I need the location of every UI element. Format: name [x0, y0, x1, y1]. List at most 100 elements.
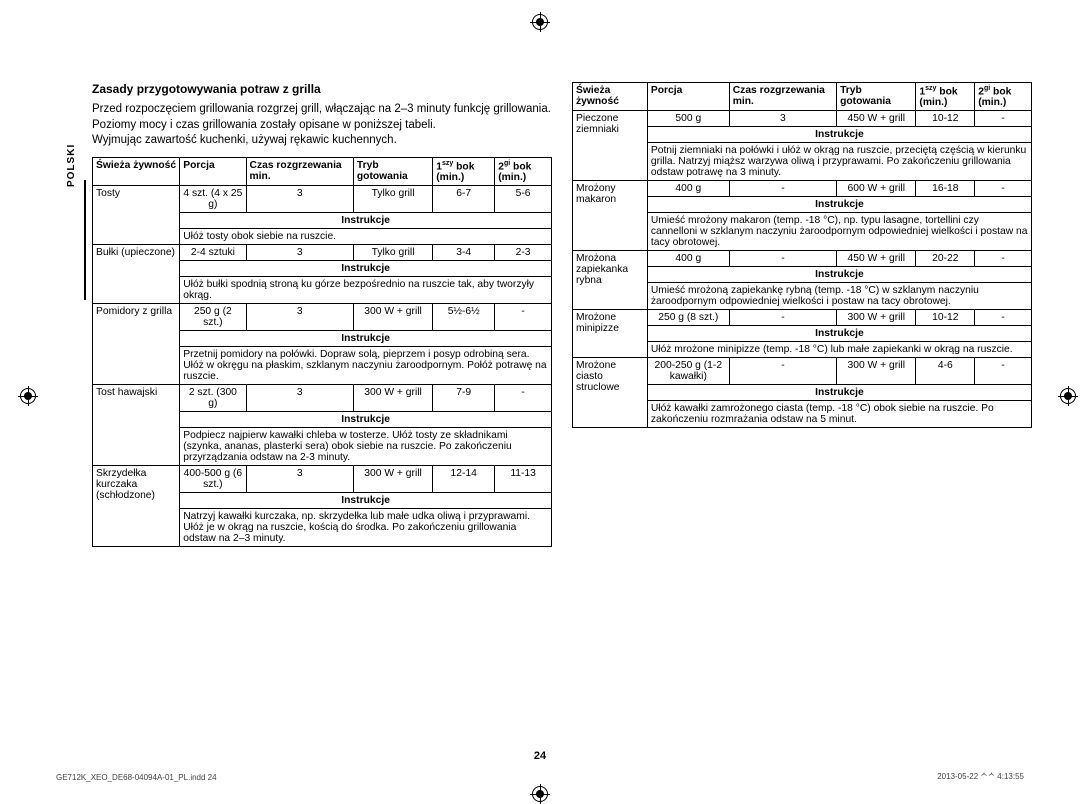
cell-inst-wrap: InstrukcjeUmieść mrożoną zapiekankę rybn…	[647, 267, 1031, 310]
cell-inst-wrap: InstrukcjeUłóż mrożone minipizze (temp. …	[647, 326, 1031, 358]
footer-timestamp: 2013-05-22 ᄉᄉ 4:13:55	[937, 771, 1024, 782]
cell-mode: Tylko grill	[353, 185, 432, 212]
th-food: Świeża żywność	[573, 83, 648, 111]
section-title: Zasady przygotowywania potraw z grilla	[92, 82, 552, 96]
language-tab: POLSKI	[66, 144, 77, 187]
table-row: Mrożone ciasto struclowe200-250 g (1-2 k…	[573, 358, 1032, 385]
cell-mode: 300 W + grill	[837, 358, 916, 385]
th-preheat: Czas rozgrzewania min.	[246, 157, 353, 185]
table-row: Tosty4 szt. (4 x 25 g)3Tylko grill6-75-6	[93, 185, 552, 212]
cell-preheat: -	[729, 251, 836, 267]
cell-inst-wrap: InstrukcjeUmieść mrożony makaron (temp. …	[647, 197, 1031, 251]
cell-inst-wrap: InstrukcjeUłóż kawałki zamrożonego ciast…	[647, 385, 1031, 428]
grill-table-right: Świeża żywność Porcja Czas rozgrzewania …	[572, 82, 1032, 428]
th-food: Świeża żywność	[93, 157, 180, 185]
cell-inst-wrap: InstrukcjePotnij ziemniaki na połówki i …	[647, 127, 1031, 181]
cell-inst-text: Ułóż mrożone minipizze (temp. -18 °C) lu…	[648, 342, 1031, 358]
cell-s2: -	[975, 181, 1032, 197]
cell-mode: 450 W + grill	[837, 251, 916, 267]
cell-inst-text: Przetnij pomidory na połówki. Dopraw sol…	[180, 346, 551, 384]
cell-inst-text: Umieść mrożoną zapiekankę rybną (temp. -…	[648, 283, 1031, 310]
cell-inst-label: Instrukcje	[648, 197, 1031, 213]
cell-inst-label: Instrukcje	[648, 127, 1031, 143]
cell-inst-wrap: InstrukcjePodpiecz najpierw kawałki chle…	[180, 411, 552, 465]
cell-s1: 3-4	[433, 244, 495, 260]
cell-mode: 450 W + grill	[837, 111, 916, 127]
table-row: Mrożona zapiekanka rybna400 g-450 W + gr…	[573, 251, 1032, 267]
cell-s2: -	[975, 251, 1032, 267]
lang-tab-bar	[84, 180, 86, 300]
cell-preheat: -	[729, 310, 836, 326]
cell-preheat: -	[729, 358, 836, 385]
cell-preheat: 3	[246, 303, 353, 330]
cell-s1: 10-12	[916, 111, 975, 127]
cell-food: Mrożone minipizze	[573, 310, 648, 358]
intro-line: Poziomy mocy i czas grillowania zostały …	[92, 118, 552, 134]
grill-table-left: Świeża żywność Porcja Czas rozgrzewania …	[92, 157, 552, 547]
cell-food: Mrożony makaron	[573, 181, 648, 251]
cell-s1: 16-18	[916, 181, 975, 197]
cell-food: Skrzydełka kurczaka (schłodzone)	[93, 465, 180, 546]
right-column: Świeża żywność Porcja Czas rozgrzewania …	[572, 82, 1032, 547]
cell-inst-wrap: InstrukcjeUłóż bułki spodnią stroną ku g…	[180, 260, 552, 303]
table-row: Tost hawajski2 szt. (300 g)3300 W + gril…	[93, 384, 552, 411]
cell-s1: 6-7	[433, 185, 495, 212]
cell-s1: 20-22	[916, 251, 975, 267]
cell-mode: Tylko grill	[353, 244, 432, 260]
table-row: Pieczone ziemniaki500 g3450 W + grill10-…	[573, 111, 1032, 127]
cell-portion: 400 g	[647, 251, 729, 267]
cell-inst-text: Podpiecz najpierw kawałki chleba w toste…	[180, 427, 551, 465]
cell-inst-label: Instrukcje	[180, 493, 551, 509]
cell-inst-text: Natrzyj kawałki kurczaka, np. skrzydełka…	[180, 508, 551, 546]
table-row: Skrzydełka kurczaka (schłodzone)400-500 …	[93, 465, 552, 492]
cell-mode: 300 W + grill	[837, 310, 916, 326]
cell-s1: 12-14	[433, 465, 495, 492]
cell-inst-label: Instrukcje	[648, 267, 1031, 283]
th-side1: 1szy bok (min.)	[433, 157, 495, 185]
cell-portion: 400-500 g (6 szt.)	[180, 465, 246, 492]
table-row: Pomidory z grilla250 g (2 szt.)3300 W + …	[93, 303, 552, 330]
cell-s2: 2-3	[495, 244, 552, 260]
cell-s2: -	[975, 111, 1032, 127]
cell-inst-label: Instrukcje	[180, 213, 551, 229]
cell-inst-label: Instrukcje	[180, 261, 551, 277]
cell-food: Pomidory z grilla	[93, 303, 180, 384]
cell-inst-wrap: InstrukcjeNatrzyj kawałki kurczaka, np. …	[180, 492, 552, 546]
cell-portion: 500 g	[647, 111, 729, 127]
cell-inst-text: Ułóż bułki spodnią stroną ku górze bezpo…	[180, 276, 551, 303]
cell-s1: 7-9	[433, 384, 495, 411]
cell-s2: -	[975, 310, 1032, 326]
th-portion: Porcja	[180, 157, 246, 185]
th-side2: 2gi bok (min.)	[495, 157, 552, 185]
cell-food: Tost hawajski	[93, 384, 180, 465]
cell-inst-text: Umieść mrożony makaron (temp. -18 °C), n…	[648, 213, 1031, 251]
cell-preheat: 3	[246, 384, 353, 411]
intro-text: Przed rozpoczęciem grillowania rozgrzej …	[92, 102, 552, 149]
cell-food: Pieczone ziemniaki	[573, 111, 648, 181]
cell-food: Mrożona zapiekanka rybna	[573, 251, 648, 310]
cell-inst-text: Ułóż kawałki zamrożonego ciasta (temp. -…	[648, 401, 1031, 428]
table-row: Mrożony makaron400 g-600 W + grill16-18-	[573, 181, 1032, 197]
cell-portion: 4 szt. (4 x 25 g)	[180, 185, 246, 212]
cell-s1: 4-6	[916, 358, 975, 385]
cell-food: Mrożone ciasto struclowe	[573, 358, 648, 428]
cell-portion: 250 g (8 szt.)	[647, 310, 729, 326]
th-portion: Porcja	[647, 83, 729, 111]
cell-preheat: 3	[246, 185, 353, 212]
th-mode: Tryb gotowania	[837, 83, 916, 111]
cell-mode: 300 W + grill	[353, 465, 432, 492]
cell-portion: 200-250 g (1-2 kawałki)	[647, 358, 729, 385]
cell-inst-wrap: InstrukcjeUłóż tosty obok siebie na rusz…	[180, 212, 552, 244]
footer-filename: GE712K_XEO_DE68-04094A-01_PL.indd 24	[56, 773, 217, 782]
cell-preheat: 3	[729, 111, 836, 127]
cell-inst-label: Instrukcje	[180, 412, 551, 428]
cell-portion: 400 g	[647, 181, 729, 197]
cell-s1: 10-12	[916, 310, 975, 326]
cell-inst-wrap: InstrukcjePrzetnij pomidory na połówki. …	[180, 330, 552, 384]
cell-food: Bułki (upieczone)	[93, 244, 180, 303]
cell-portion: 250 g (2 szt.)	[180, 303, 246, 330]
cell-food: Tosty	[93, 185, 180, 244]
cell-inst-text: Potnij ziemniaki na połówki i ułóż w okr…	[648, 143, 1031, 181]
cell-mode: 300 W + grill	[353, 303, 432, 330]
intro-line: Wyjmując zawartość kuchenki, używaj ręka…	[92, 133, 552, 149]
